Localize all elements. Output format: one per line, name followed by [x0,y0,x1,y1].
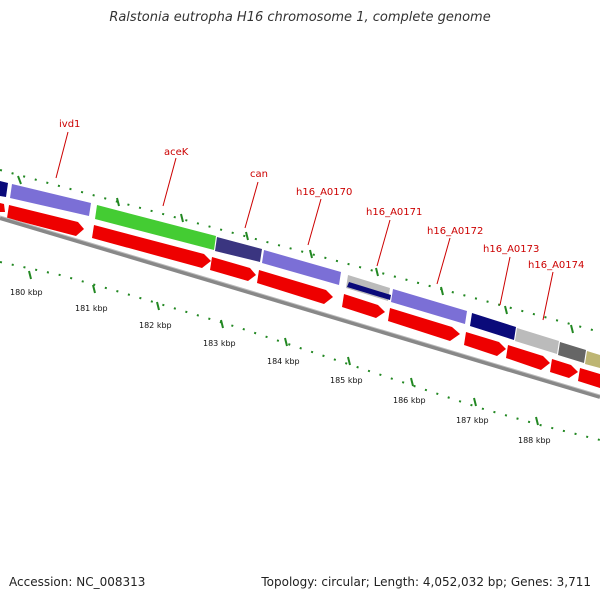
scale-label: 185 kbp [330,376,363,385]
gene-leader-line [244,181,259,229]
cds-arrow [388,308,460,341]
backbone [0,215,600,399]
genome-summary-text: Topology: circular; Length: 4,052,032 bp… [261,575,591,589]
inner-major-tick [284,337,288,347]
cds-arrow [210,257,256,281]
backbone-line [0,216,600,399]
outer-major-tick [504,305,508,315]
gene-label: h16_A0174 [528,260,584,271]
gene-label: ivd1 [59,119,80,130]
inner-tick-dots [0,261,600,441]
gene-feature [262,250,341,285]
gene-label: aceK [164,147,189,158]
outer-major-tick [375,267,379,277]
gene-leader-line [542,271,554,321]
map-title: Ralstonia eutropha H16 chromosome 1, com… [109,10,491,25]
inner-major-tick [347,356,351,366]
gene-leader-line [307,198,322,246]
inner-major-tick [473,397,477,407]
gene-leader-line [55,131,69,179]
cds-arrow [506,345,550,370]
scale-label: 181 kbp [75,304,108,313]
gene-feature [215,237,262,262]
outer-major-tick [440,286,444,296]
cds-arrow [578,368,600,388]
scale-label: 188 kbp [518,436,551,445]
scale-label: 187 kbp [456,416,489,425]
gene-label: h16_A0171 [366,207,422,218]
gene-labels: ivd1 aceK can h16_A0170 h16_A0171 h16_A0… [55,119,584,321]
gene-feature [10,184,91,216]
gene-feature [515,328,559,354]
inner-major-tick [220,319,224,329]
gene-leader-line [499,256,511,306]
upper-feature-row [0,181,600,368]
backbone-highlight [0,215,600,396]
scale-label: 186 kbp [393,396,426,405]
scale-label: 183 kbp [203,339,236,348]
gene-label: h16_A0170 [296,187,352,198]
scale-label: 184 kbp [267,357,300,366]
gene-feature [0,181,8,197]
gene-label: h16_A0172 [427,226,483,237]
gene-leader-line [436,237,451,285]
gene-label: h16_A0173 [483,244,539,255]
cds-arrow [92,225,211,268]
scale-label: 182 kbp [139,321,172,330]
outer-major-tick [570,324,574,334]
cds-arrow [550,359,578,378]
scale-labels: 180 kbp 181 kbp 182 kbp 183 kbp 184 kbp … [10,288,551,445]
gene-feature [558,342,586,363]
gene-feature-inner [347,282,391,300]
outer-major-tick [180,213,184,223]
cds-arrow [0,203,5,212]
gene-leader-line [162,157,177,207]
cds-arrow [464,332,506,356]
outer-major-tick [309,249,313,259]
cds-arrow [342,294,385,318]
forward-cds-row [0,203,600,388]
gene-feature [391,289,467,324]
inner-tick-track [0,261,600,441]
outer-major-tick [245,231,249,241]
scale-label: 180 kbp [10,288,43,297]
inner-major-tick [156,301,160,311]
inner-major-tick [410,377,414,387]
inner-major-tick [28,270,32,280]
gene-feature [95,205,216,250]
outer-major-tick [17,175,22,185]
gene-leader-line [376,219,391,267]
cds-arrow [257,270,333,304]
gene-feature [585,351,600,368]
inner-major-tick [92,284,96,294]
accession-text: Accession: NC_008313 [9,575,146,589]
inner-major-tick [535,416,539,426]
gene-feature [470,313,516,340]
cds-arrow [7,205,84,236]
outer-major-tick [116,197,120,207]
gene-label: can [250,169,268,180]
